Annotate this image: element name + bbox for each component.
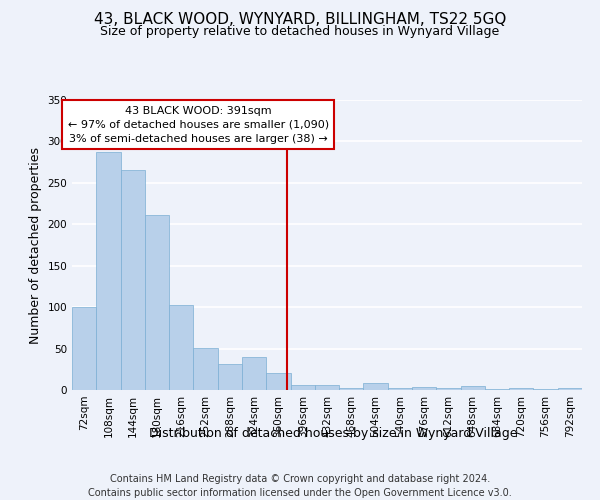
- Text: 43, BLACK WOOD, WYNYARD, BILLINGHAM, TS22 5GQ: 43, BLACK WOOD, WYNYARD, BILLINGHAM, TS2…: [94, 12, 506, 28]
- Text: Distribution of detached houses by size in Wynyard Village: Distribution of detached houses by size …: [149, 428, 517, 440]
- Bar: [339, 388, 364, 390]
- Bar: [461, 386, 485, 390]
- Bar: [145, 215, 169, 390]
- Bar: [509, 388, 533, 390]
- Bar: [72, 307, 96, 390]
- Bar: [533, 389, 558, 390]
- Bar: [558, 388, 582, 390]
- Bar: [364, 384, 388, 390]
- Bar: [121, 170, 145, 390]
- Bar: [242, 357, 266, 390]
- Bar: [290, 385, 315, 390]
- Bar: [315, 385, 339, 390]
- Bar: [218, 364, 242, 390]
- Bar: [266, 374, 290, 390]
- Bar: [169, 306, 193, 390]
- Bar: [388, 388, 412, 390]
- Bar: [193, 348, 218, 390]
- Text: 43 BLACK WOOD: 391sqm
← 97% of detached houses are smaller (1,090)
3% of semi-de: 43 BLACK WOOD: 391sqm ← 97% of detached …: [68, 106, 329, 144]
- Bar: [485, 389, 509, 390]
- Bar: [436, 388, 461, 390]
- Bar: [96, 152, 121, 390]
- Text: Size of property relative to detached houses in Wynyard Village: Size of property relative to detached ho…: [100, 25, 500, 38]
- Text: Contains HM Land Registry data © Crown copyright and database right 2024.
Contai: Contains HM Land Registry data © Crown c…: [88, 474, 512, 498]
- Bar: [412, 386, 436, 390]
- Y-axis label: Number of detached properties: Number of detached properties: [29, 146, 42, 344]
